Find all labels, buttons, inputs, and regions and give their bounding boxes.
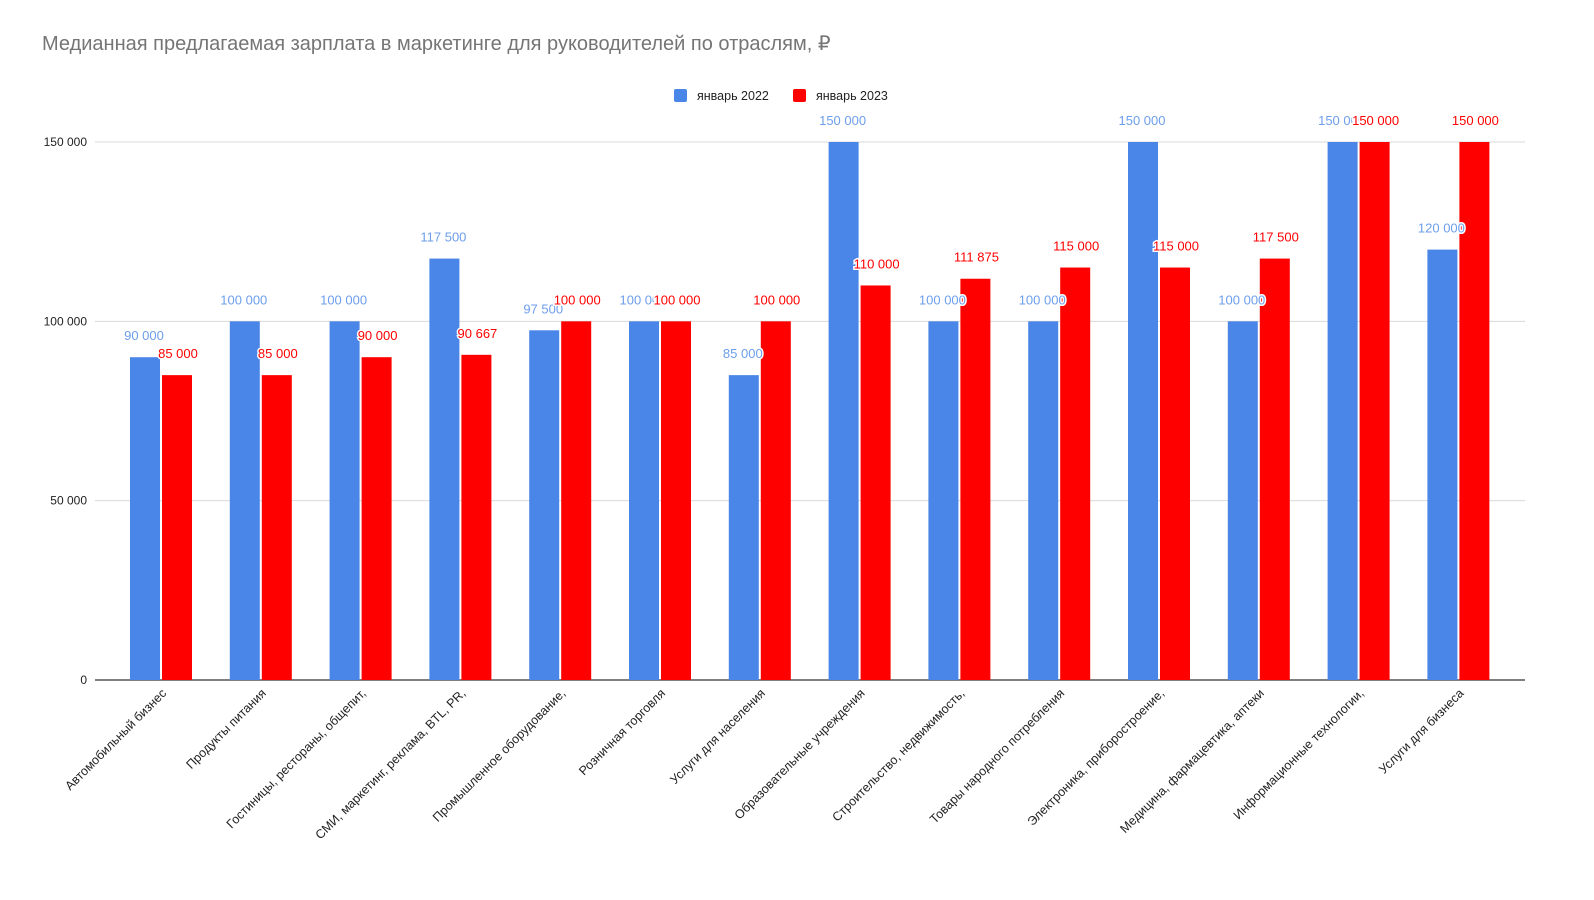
data-label: 150 000 (819, 113, 866, 128)
x-tick-label: Продукты питания (183, 686, 268, 771)
data-label: 90 000 (124, 328, 164, 343)
bar-2022 (329, 321, 360, 680)
bar-2023 (1060, 267, 1091, 680)
bar-2023 (960, 278, 991, 680)
legend-label-2023: январь 2023 (816, 89, 888, 103)
data-label: 100 000 (919, 292, 966, 307)
bar-2023 (760, 321, 791, 680)
data-label: 150 000 (1452, 113, 1499, 128)
y-tick-label: 50 000 (50, 494, 87, 508)
bar-2022 (928, 321, 959, 680)
bar-2023 (860, 285, 891, 680)
data-label: 115 000 (1053, 239, 1099, 254)
chart-title: Медианная предлагаемая зарплата в маркет… (42, 33, 831, 55)
data-label: 100 000 (1218, 292, 1265, 307)
data-label: 100 000 (320, 292, 367, 307)
bar-2022 (429, 258, 460, 680)
legend-swatch-2022 (674, 89, 687, 102)
bar-2022 (1427, 249, 1458, 680)
bar-2023 (1459, 142, 1490, 680)
legend: январь 2022 январь 2023 (674, 89, 888, 103)
data-label: 100 000 (1019, 292, 1066, 307)
data-label: 150 000 (1352, 113, 1399, 128)
data-label: 85 000 (723, 346, 763, 361)
bar-2022 (529, 330, 560, 680)
data-label: 85 000 (258, 346, 298, 361)
bar-2023 (1160, 267, 1190, 680)
data-label: 100 000 (620, 292, 667, 307)
bar-2023 (261, 375, 292, 680)
bar-2022 (229, 321, 260, 680)
bar-2022 (828, 142, 859, 680)
legend-swatch-2023 (793, 89, 806, 102)
y-tick-label: 100 000 (44, 314, 88, 328)
data-label: 100 000 (753, 292, 800, 307)
y-tick-label: 150 000 (44, 135, 88, 149)
x-tick-label: Автомобильный бизнес (62, 686, 169, 793)
bar-2023 (361, 357, 392, 680)
bar-2023 (661, 321, 691, 680)
bar-2023 (1359, 142, 1390, 680)
bar-2023 (162, 375, 192, 680)
data-label: 90 000 (358, 328, 398, 343)
data-label: 150 000 (1119, 113, 1166, 128)
data-label: 85 000 (158, 346, 198, 361)
bar-2022 (728, 375, 759, 680)
data-label: 110 000 (854, 256, 900, 271)
data-label: 115 000 (1153, 239, 1199, 254)
y-tick-label: 0 (80, 673, 87, 687)
data-label: 90 667 (458, 326, 498, 341)
bar-2022 (1028, 321, 1059, 680)
legend-label-2022: январь 2022 (697, 89, 769, 103)
data-label: 111 875 (954, 250, 999, 265)
x-tick-label: Услуги для населения (667, 686, 768, 787)
bar-2022 (1327, 142, 1358, 680)
bar-2022 (1128, 142, 1158, 680)
data-label: 120 000 (1418, 221, 1465, 236)
bar-2022 (130, 357, 160, 680)
bar-2023 (561, 321, 592, 680)
data-label: 100 000 (220, 292, 267, 307)
data-label: 117 500 (1253, 230, 1299, 245)
data-label: 117 500 (420, 230, 466, 245)
data-label: 150 000 (1318, 113, 1365, 128)
data-label: 100 000 (554, 292, 601, 307)
data-label: 100 000 (654, 292, 701, 307)
bar-2023 (1259, 258, 1290, 680)
x-tick-label: Розничная торговля (576, 686, 668, 778)
data-label: 97 500 (523, 301, 563, 316)
bar-2022 (1227, 321, 1258, 680)
bar-2023 (461, 354, 492, 680)
bar-2022 (629, 321, 659, 680)
x-tick-label: Услуги для бизнеса (1376, 686, 1466, 776)
